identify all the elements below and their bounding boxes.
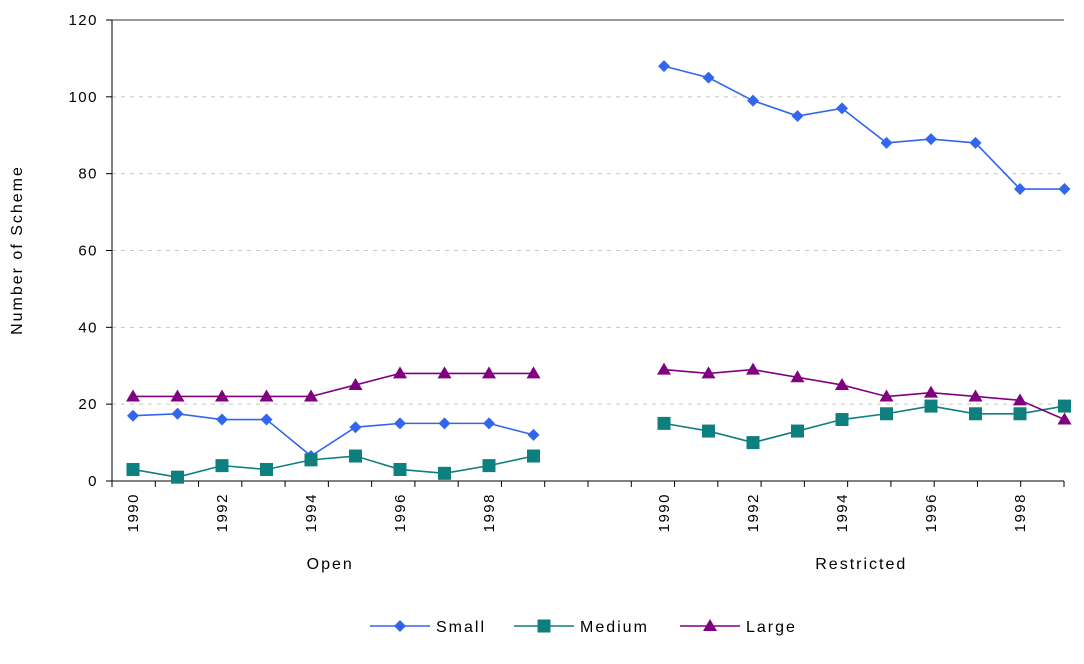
legend-label-medium: Medium — [580, 619, 649, 636]
data-point-large — [215, 389, 229, 402]
data-point-small — [394, 417, 406, 430]
data-point-small — [127, 409, 139, 422]
data-point-small — [1014, 183, 1026, 196]
x-tick-label: 1998 — [481, 493, 498, 532]
data-point-medium — [969, 407, 982, 421]
data-point-medium — [835, 413, 849, 427]
x-tick-label: 1992 — [214, 493, 231, 532]
group-label: Open — [307, 556, 354, 573]
data-point-small — [171, 407, 184, 420]
data-point-small — [216, 413, 228, 426]
data-point-large — [259, 389, 274, 402]
data-point-small — [349, 421, 362, 434]
axes — [111, 20, 1064, 482]
series-line-medium — [132, 455, 534, 478]
series-line-small — [663, 65, 1065, 190]
data-point-small — [260, 413, 273, 426]
data-point-medium — [702, 424, 715, 438]
x-tick-label: 1996 — [923, 493, 940, 532]
group-label: Restricted — [815, 556, 907, 573]
data-point-small — [438, 417, 451, 430]
y-tick-label: 0 — [88, 473, 98, 490]
data-point-large — [304, 389, 318, 402]
data-point-small — [747, 94, 759, 107]
data-series — [126, 60, 1072, 484]
data-point-medium — [527, 449, 540, 463]
data-point-small — [791, 110, 804, 123]
data-point-small — [527, 428, 540, 441]
data-point-small — [658, 60, 670, 73]
data-point-large — [701, 366, 716, 379]
data-point-medium — [1058, 399, 1071, 413]
data-point-medium — [260, 462, 273, 476]
data-point-medium — [438, 466, 451, 480]
data-point-small — [925, 133, 937, 146]
data-point-medium — [393, 462, 407, 476]
x-tick-label: 1992 — [745, 493, 762, 532]
y-tick-label: 40 — [78, 319, 98, 336]
data-point-medium — [1013, 407, 1027, 421]
x-tick-label: 1994 — [303, 493, 320, 532]
x-tick-label: 1990 — [656, 493, 673, 532]
grid-lines — [112, 19, 1064, 405]
series-line-large — [663, 368, 1065, 421]
series-line-small — [132, 412, 534, 458]
data-point-large — [657, 362, 671, 375]
legend-label-large: Large — [746, 619, 797, 636]
data-point-large — [348, 377, 363, 390]
group-labels: Open Restricted — [307, 556, 907, 573]
data-point-large — [482, 366, 496, 379]
data-point-medium — [349, 449, 362, 463]
data-point-small — [836, 102, 848, 115]
data-point-small — [1058, 183, 1071, 196]
data-point-large — [126, 389, 140, 402]
y-tick-label: 60 — [78, 243, 98, 260]
y-tick-label: 120 — [68, 12, 98, 29]
x-tick-label: 1996 — [392, 493, 409, 532]
data-point-medium — [880, 407, 893, 421]
data-point-large — [526, 366, 541, 379]
data-point-medium — [657, 416, 671, 430]
data-point-medium — [171, 470, 184, 484]
data-point-medium — [215, 459, 229, 473]
data-point-large — [170, 389, 185, 402]
data-point-large — [1057, 412, 1072, 425]
data-point-large — [924, 385, 938, 398]
data-point-large — [790, 370, 805, 383]
data-point-medium — [924, 399, 938, 413]
data-point-large — [1013, 393, 1027, 406]
data-point-large — [879, 389, 894, 402]
data-point-medium — [126, 462, 140, 476]
data-point-small — [702, 71, 715, 84]
legend-label-small: Small — [436, 619, 486, 636]
data-point-medium — [791, 424, 804, 438]
y-tick-label: 20 — [78, 396, 98, 413]
legend-marker-large — [703, 619, 717, 631]
data-point-large — [968, 389, 983, 402]
x-axis-ticks: 1990 1992 1994 1996 1998 1990 1992 1994 1996 1998 — [111, 481, 1065, 532]
series-line-medium — [663, 405, 1065, 444]
data-point-small — [483, 417, 495, 430]
data-point-large — [746, 362, 760, 375]
x-tick-label: 1994 — [834, 493, 851, 532]
data-point-medium — [304, 453, 318, 467]
data-point-large — [437, 366, 452, 379]
x-tick-label: 1998 — [1012, 493, 1029, 532]
y-tick-label: 100 — [68, 89, 98, 106]
data-point-large — [393, 366, 407, 379]
data-point-medium — [746, 436, 760, 450]
series-line-large — [133, 372, 534, 398]
y-axis-ticks: 0 20 40 60 80 100 120 — [68, 12, 112, 490]
data-point-small — [880, 136, 893, 149]
x-tick-label: 1990 — [125, 493, 142, 532]
legend-marker-small — [394, 620, 406, 632]
y-tick-label: 80 — [78, 166, 98, 183]
legend: Small Medium Large — [370, 619, 797, 636]
y-axis-title: Number of Scheme — [9, 165, 26, 335]
data-point-small — [969, 136, 982, 149]
data-point-medium — [482, 459, 496, 473]
data-point-large — [835, 377, 849, 390]
legend-marker-medium — [537, 619, 551, 633]
